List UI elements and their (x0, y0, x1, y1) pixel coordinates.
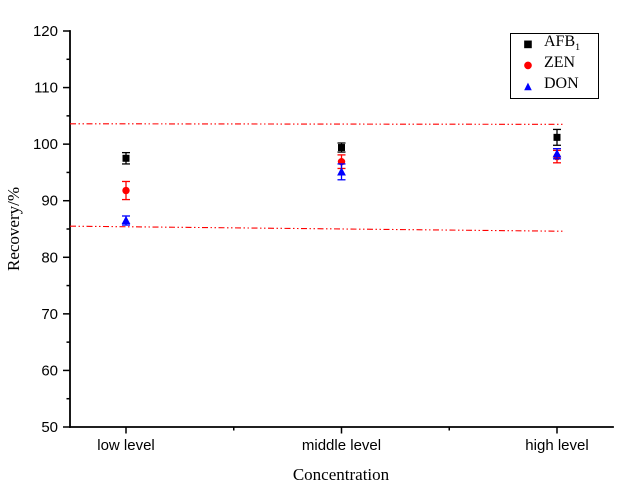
y-tick-label: 60 (41, 362, 58, 379)
y-tick-label: 110 (34, 80, 58, 97)
legend-label: AFB1 (544, 31, 580, 58)
legend-item-don: ▲ DON (511, 73, 598, 100)
legend-label: DON (544, 73, 579, 100)
series-afb1 (122, 128, 561, 165)
data-point-don-0 (121, 215, 131, 225)
x-tick-label: low level (97, 437, 155, 454)
y-axis-title: Recovery/% (4, 186, 23, 272)
data-point-zen-0 (122, 186, 130, 195)
y-tick-label: 80 (41, 249, 58, 266)
legend-label-subscript: 1 (575, 42, 581, 54)
square-marker-icon: ■ (523, 39, 533, 50)
circle-marker-icon: ● (523, 60, 533, 71)
reference-line-lower-limit (69, 225, 566, 232)
triangle-marker-icon: ▲ (524, 81, 532, 92)
data-point-afb1-0 (122, 154, 130, 162)
y-axis-labels: 50 60 70 80 90 100 110 120 (33, 23, 58, 436)
y-tick-label: 50 (41, 419, 58, 436)
data-point-don-1 (337, 167, 346, 176)
x-axis-labels: low level middle level high level (97, 437, 588, 454)
data-point-afb1-1 (338, 144, 345, 152)
y-axis-ticks (63, 30, 70, 428)
legend-item-zen: ● ZEN (511, 52, 598, 79)
legend: ■ AFB1 ● ZEN ▲ DON (510, 33, 599, 99)
y-tick-label: 90 (41, 193, 58, 210)
legend-label-text: AFB (544, 32, 576, 50)
legend-label-text: ZEN (544, 53, 576, 71)
y-tick-label: 70 (41, 306, 58, 323)
reference-line-upper-limit (69, 123, 566, 125)
legend-item-afb1: ■ AFB1 (511, 31, 598, 58)
y-tick-label: 120 (33, 23, 58, 40)
legend-label: ZEN (544, 52, 575, 79)
legend-label-text: DON (544, 74, 579, 92)
x-axis-title: Concentration (292, 465, 390, 484)
x-tick-label: middle level (302, 437, 381, 454)
x-axis-ticks (125, 427, 558, 434)
series-don (121, 148, 562, 226)
x-tick-label: high level (525, 437, 588, 454)
y-tick-label: 100 (33, 136, 58, 153)
data-point-afb1-2 (553, 133, 561, 141)
data-point-don-2 (552, 149, 562, 158)
